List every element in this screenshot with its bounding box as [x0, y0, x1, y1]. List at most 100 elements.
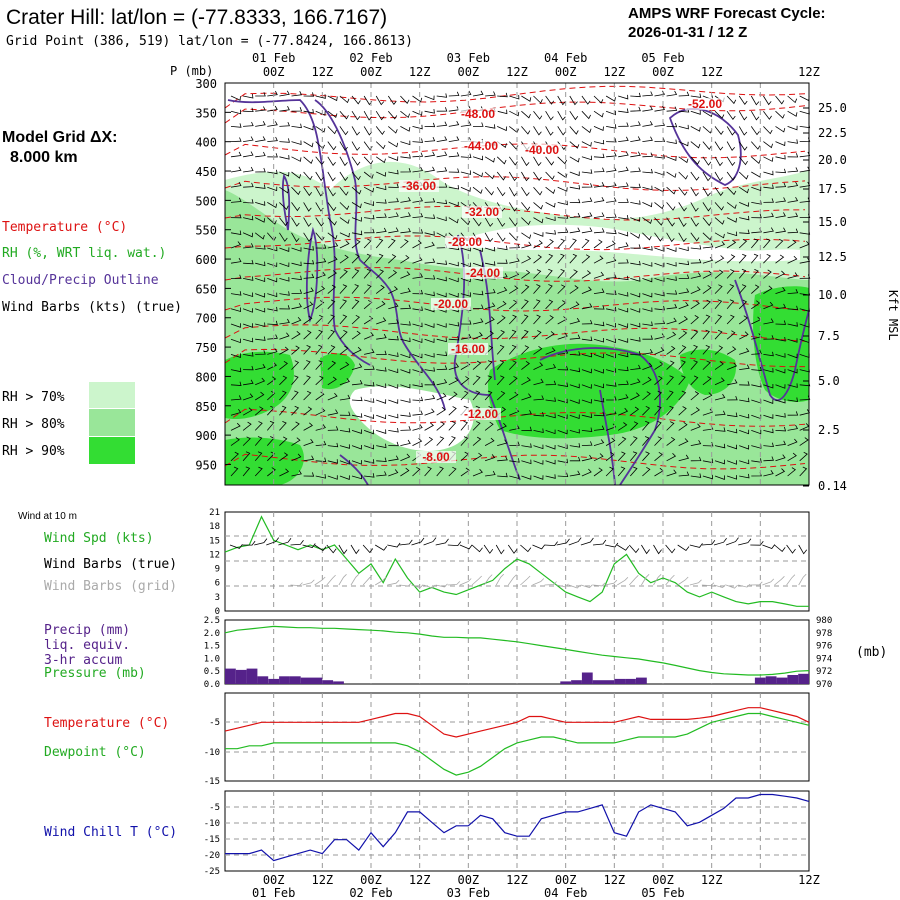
wind-barb	[642, 405, 651, 416]
wind-barb	[618, 136, 629, 142]
wind-tick-label: 15	[209, 536, 220, 546]
wind-barb	[339, 269, 348, 279]
wind-barb	[279, 332, 290, 340]
wind-barb	[617, 422, 628, 431]
wind-barb	[496, 390, 506, 401]
wind-barb	[351, 171, 361, 181]
wind-barb	[230, 230, 242, 235]
wind-barb-grid	[713, 584, 726, 589]
wind-barb	[436, 337, 447, 343]
wind-barb	[545, 268, 553, 279]
wind-barb	[303, 472, 315, 477]
wind-barb	[243, 136, 254, 142]
wind-barb	[533, 126, 542, 136]
wind-barb	[787, 338, 798, 343]
wind-barb	[763, 399, 774, 404]
wind-barb	[654, 154, 665, 159]
wind-barb	[424, 367, 435, 372]
wind-barb	[533, 395, 545, 401]
wind-barb	[279, 421, 287, 431]
wind-barb	[642, 152, 653, 158]
wind-barb	[351, 230, 363, 236]
wind-barb	[339, 95, 350, 104]
wind-barb	[363, 201, 375, 206]
precip-bar	[776, 677, 788, 684]
wind-barb	[339, 171, 349, 182]
wind-barb	[799, 437, 809, 446]
wind-barb-true	[399, 539, 413, 546]
wind-barb-grid	[629, 575, 639, 586]
wind-barb	[642, 362, 653, 370]
wind-barb	[351, 141, 361, 151]
wind-barb	[678, 301, 689, 310]
wind-barb	[351, 444, 362, 450]
wind-barb	[545, 299, 554, 310]
wind-barb	[533, 284, 541, 294]
wind-barb-grid	[725, 584, 738, 589]
wind-barb	[666, 202, 676, 211]
wind-barb	[751, 349, 762, 355]
wind-barb-true	[411, 537, 425, 546]
wind-barb	[315, 329, 323, 340]
wind-barb	[412, 197, 424, 203]
pressure-tick-label: 650	[195, 282, 217, 296]
pressure-tick-label: 900	[195, 429, 217, 443]
wind-barb	[375, 156, 386, 164]
wind-barb	[388, 238, 396, 249]
wind-barb	[775, 155, 786, 160]
wind-panel-title: Wind at 10 m	[18, 511, 77, 522]
wind-barb	[424, 151, 436, 158]
cycle-value: 2026-01-31 / 12 Z	[628, 24, 747, 41]
wind-barb	[303, 217, 312, 227]
wind-barb	[424, 275, 436, 280]
wind-barb	[242, 436, 251, 446]
wind-barb	[775, 454, 786, 462]
wind-barb	[448, 322, 460, 327]
wind-barb	[424, 291, 435, 297]
wind-barb	[339, 156, 348, 167]
wind-barb	[230, 395, 242, 401]
time-tick-label: 12Z	[701, 873, 723, 887]
time-tick-label: 12Z	[603, 65, 625, 79]
pressure-axis-label: P (mb)	[170, 64, 213, 78]
wind-barb	[690, 186, 699, 197]
wind-barb	[230, 95, 241, 101]
wind-barb-grid	[314, 576, 326, 586]
wind-barb	[521, 443, 532, 448]
wind-barb	[376, 199, 387, 204]
wind-barb	[533, 444, 544, 450]
wind-barb	[630, 350, 641, 356]
wind-barb	[763, 95, 772, 106]
wind-barb	[678, 375, 686, 386]
wind-barb	[508, 202, 518, 212]
wind-barb	[642, 321, 653, 326]
wind-barb	[545, 315, 554, 325]
wind-barb	[714, 314, 723, 325]
wind-barb	[702, 141, 712, 150]
wind-barb	[751, 429, 762, 435]
wind-barb	[254, 466, 263, 477]
wind-barb	[678, 156, 689, 164]
wind-barb	[315, 424, 326, 431]
wind-barb	[400, 304, 411, 310]
wind-barb	[690, 456, 702, 462]
wind-barb	[279, 405, 287, 416]
wind-barb	[255, 167, 266, 173]
wind-barb	[690, 473, 702, 478]
wind-barb	[472, 390, 481, 401]
wind-barb	[618, 394, 629, 401]
wind-barb	[533, 299, 541, 310]
wind-barb	[364, 473, 375, 478]
time-tick-label: 00Z	[555, 65, 577, 79]
wind-barb	[763, 285, 773, 294]
wind-barb	[569, 301, 580, 310]
wind-barb	[618, 308, 629, 313]
wind-barb	[557, 284, 566, 294]
wind-barb-true	[520, 544, 532, 553]
wind-barb	[460, 170, 472, 175]
wind-barb	[363, 299, 373, 310]
wind-barb	[230, 451, 239, 462]
wind-barb	[436, 276, 447, 282]
wind-tick-label: 0	[215, 607, 220, 617]
wind-barb	[775, 320, 787, 325]
